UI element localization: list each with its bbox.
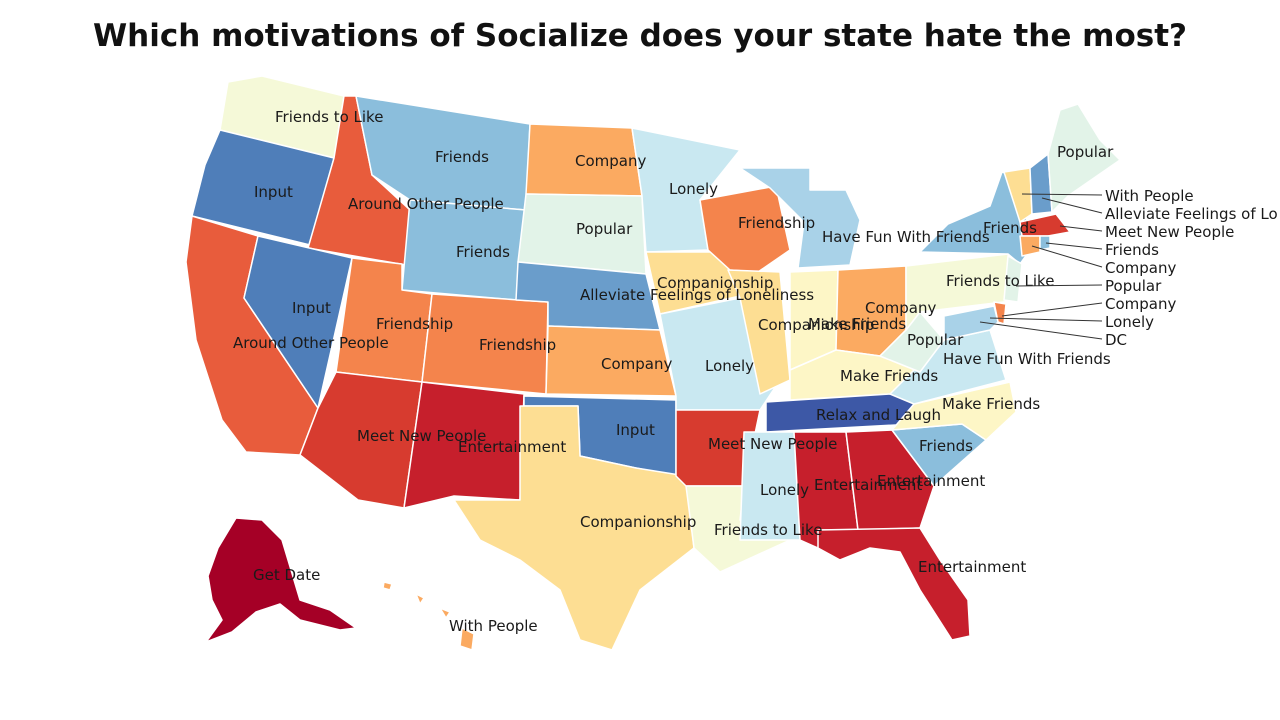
state-pennsylvania[interactable] [905,253,1021,331]
label-fl: Entertainment [918,558,1026,576]
label-or: Input [254,183,293,201]
state-connecticut[interactable] [1019,235,1041,257]
callout-vt: With People [1105,187,1194,205]
callout-md: Lonely [1105,313,1154,331]
state-michigan[interactable] [739,167,861,269]
state-rhode-island[interactable] [1039,235,1051,251]
label-wa: Friends to Like [275,108,383,126]
label-ok: Input [616,421,655,439]
label-sd: Popular [576,220,633,238]
state-new-jersey[interactable] [1003,255,1023,303]
label-ak: Get Date [253,566,320,584]
label-mi: Have Fun With Friends [822,228,990,246]
label-al: Entertainment [814,476,922,494]
leader-nh [1041,197,1103,214]
label-ca: Around Other People [233,334,389,352]
callout-de: Company [1105,295,1176,313]
label-ny: Friends [983,219,1037,237]
state-texas[interactable] [453,405,695,651]
label-sc: Friends [919,437,973,455]
label-hi: With People [449,617,538,635]
label-wy: Friends [456,243,510,261]
callout-nh: Alleviate Feelings of Lo [1105,205,1278,223]
callout-ct: Company [1105,259,1176,277]
leader-vt [1021,193,1103,196]
label-tx: Companionship [580,513,696,531]
leader-ct [1031,245,1103,268]
label-ia: Companionship [657,274,773,292]
state-maryland[interactable] [943,305,999,341]
state-georgia[interactable] [845,429,935,531]
label-me: Popular [1057,143,1114,161]
state-hawaii[interactable] [382,581,475,651]
label-nv: Input [292,299,331,317]
state-alaska[interactable] [205,517,357,643]
label-il: Companionship [758,316,874,334]
label-co: Friendship [479,336,556,354]
state-florida[interactable] [817,527,971,641]
label-id: Around Other People [348,195,504,213]
leader-de [1001,302,1103,317]
label-in: Make Friends [808,315,906,333]
state-illinois[interactable] [727,269,791,395]
label-ks: Company [601,355,672,373]
label-pa: Friends to Like [946,272,1054,290]
leader-nj [1015,284,1103,287]
leader-ma [1059,225,1103,232]
label-mo: Lonely [705,357,754,375]
state-massachusetts[interactable] [1019,213,1071,237]
label-la: Friends to Like [714,521,822,539]
state-oregon[interactable] [191,129,335,246]
state-west-virginia[interactable] [879,311,945,373]
label-nc: Make Friends [942,395,1040,413]
label-ut: Friendship [376,315,453,333]
label-mt: Friends [435,148,489,166]
label-nd: Company [575,152,646,170]
callout-ri: Friends [1105,241,1159,259]
callout-nj: Popular [1105,277,1162,295]
label-wi: Friendship [738,214,815,232]
state-new-mexico[interactable] [403,381,525,509]
label-ar: Meet New People [708,435,837,453]
callout-dc: DC [1105,331,1127,349]
leader-ri [1045,242,1103,250]
state-maine[interactable] [1047,103,1121,213]
callout-ma: Meet New People [1105,223,1234,241]
label-wv: Popular [907,331,964,349]
leader-md [989,317,1103,322]
label-mn: Lonely [669,180,718,198]
label-oh: Company [865,299,936,317]
label-ms: Lonely [760,481,809,499]
label-az: Meet New People [357,427,486,445]
label-nm: Entertainment [458,438,566,456]
state-north-carolina[interactable] [891,381,1017,441]
leader-dc [979,321,1103,340]
label-ne: Alleviate Feelings of Loneliness [580,286,814,304]
label-ga: Entertainment [877,472,985,490]
label-ky: Make Friends [840,367,938,385]
map-title: Which motivations of Socialize does your… [92,18,1187,54]
label-va: Have Fun With Friends [943,350,1111,368]
label-tn: Relax and Laugh [816,406,941,424]
